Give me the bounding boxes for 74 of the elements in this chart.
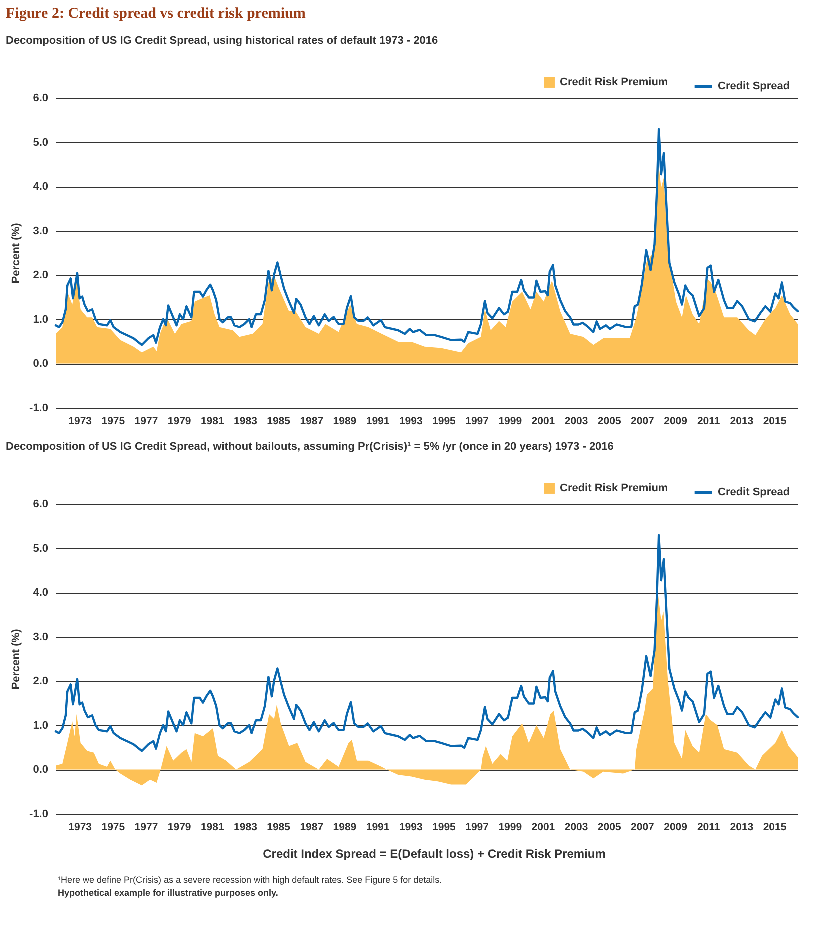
text: Hypothetical example for illustrative purposes only. [58, 888, 280, 898]
y-tick-label: 1.0 [33, 720, 48, 732]
x-tick-label: 2001 [532, 416, 556, 428]
x-tick-label: 1989 [333, 416, 357, 428]
line-series [54, 128, 800, 346]
x-tick-label: 2009 [664, 822, 688, 834]
y-tick-label: 6.0 [33, 498, 48, 510]
x-tick-label: 2007 [631, 822, 655, 834]
y-tick-label: 4.0 [33, 587, 48, 600]
x-tick-label: 1979 [168, 822, 192, 834]
x-tick-label: 1973 [68, 416, 92, 428]
x-tick-label: 2003 [564, 822, 588, 834]
x-tick-label: 1989 [333, 822, 357, 834]
x-tick-label: 2015 [763, 416, 787, 428]
y-axis-title: Percent (%) [10, 628, 23, 690]
y-tick-label: 4.0 [33, 181, 48, 194]
x-tick-label: 1973 [68, 822, 92, 834]
x-tick-label: 1975 [102, 416, 126, 428]
x-tick-label: 2003 [564, 416, 588, 428]
y-tick-label: 1.0 [33, 314, 48, 326]
chart-subtitle: Decomposition of US IG Credit Spread, using historical rates of default 1973 - 2016 [6, 35, 438, 47]
x-tick-label: 1999 [498, 416, 522, 428]
y-axis-title: Percent (%) [10, 222, 23, 284]
y-tick-label: 0.0 [33, 358, 48, 370]
x-tick-label: 2001 [532, 822, 556, 834]
x-tick-label: 2011 [697, 822, 720, 834]
y-tick-label: 2.0 [33, 270, 48, 282]
legend-label: Credit Risk Premium [560, 76, 668, 88]
x-tick-label: 1983 [234, 416, 258, 428]
x-tick-label: 2013 [730, 416, 754, 428]
x-tick-label: 2005 [598, 416, 622, 428]
y-tick-label: 3.0 [33, 225, 48, 238]
y-tick-label: 3.0 [33, 631, 48, 644]
x-tick-label: 2007 [631, 416, 655, 428]
x-tick-label: 1983 [234, 822, 258, 834]
x-tick-label: 1987 [300, 822, 324, 834]
x-tick-label: 1997 [466, 416, 490, 428]
x-tick-label: 1985 [267, 416, 291, 428]
y-tick-label: 5.0 [33, 136, 48, 149]
y-tick-label: -1.0 [30, 808, 48, 820]
x-tick-label: 2013 [730, 822, 754, 834]
y-tick-label: 5.0 [33, 542, 48, 555]
x-tick-label: 2011 [697, 416, 720, 428]
x-tick-label: 1991 [366, 416, 390, 428]
legend-label: Credit Spread [718, 80, 790, 92]
chart-subtitle: Decomposition of US IG Credit Spread, without bailouts, assuming Pr(Crisis)¹ = 5% /yr (once in 20 years) 1973 - 2016 [6, 441, 614, 453]
x-tick-label: 1993 [399, 822, 423, 834]
x-tick-label: 1981 [200, 416, 224, 428]
x-tick-label: 1979 [168, 416, 192, 428]
legend-label: Credit Risk Premium [560, 482, 668, 494]
x-tick-label: 1995 [432, 416, 456, 428]
x-tick-label: 1999 [498, 822, 522, 834]
x-tick-label: 1977 [134, 416, 158, 428]
x-tick-label: 1991 [366, 822, 390, 834]
x-tick-label: 2005 [598, 822, 622, 834]
y-tick-label: -1.0 [30, 402, 48, 414]
legend-label: Credit Spread [718, 486, 790, 498]
x-tick-label: 1985 [267, 822, 291, 834]
y-tick-label: 0.0 [33, 764, 48, 776]
x-tick-label: 1975 [102, 822, 126, 834]
x-tick-label: 1997 [466, 822, 490, 834]
text: Credit Index Spread = E(Default loss) + Credit Risk Premium [262, 847, 607, 861]
x-tick-label: 1981 [200, 822, 224, 834]
y-tick-label: 2.0 [33, 676, 48, 688]
text: ¹Here we define Pr(Crisis) as a severe recession with high default rates. See Figure 5 for details. [58, 875, 444, 885]
x-tick-label: 1995 [432, 822, 456, 834]
line-series [54, 534, 800, 752]
chart-title: Figure 2: Credit spread vs credit risk premium [6, 6, 306, 22]
x-tick-label: 1977 [134, 822, 158, 834]
x-tick-label: 2015 [763, 822, 787, 834]
y-tick-label: 6.0 [33, 92, 48, 104]
x-tick-label: 1987 [300, 416, 324, 428]
x-tick-label: 2009 [664, 416, 688, 428]
x-tick-label: 1993 [399, 416, 423, 428]
